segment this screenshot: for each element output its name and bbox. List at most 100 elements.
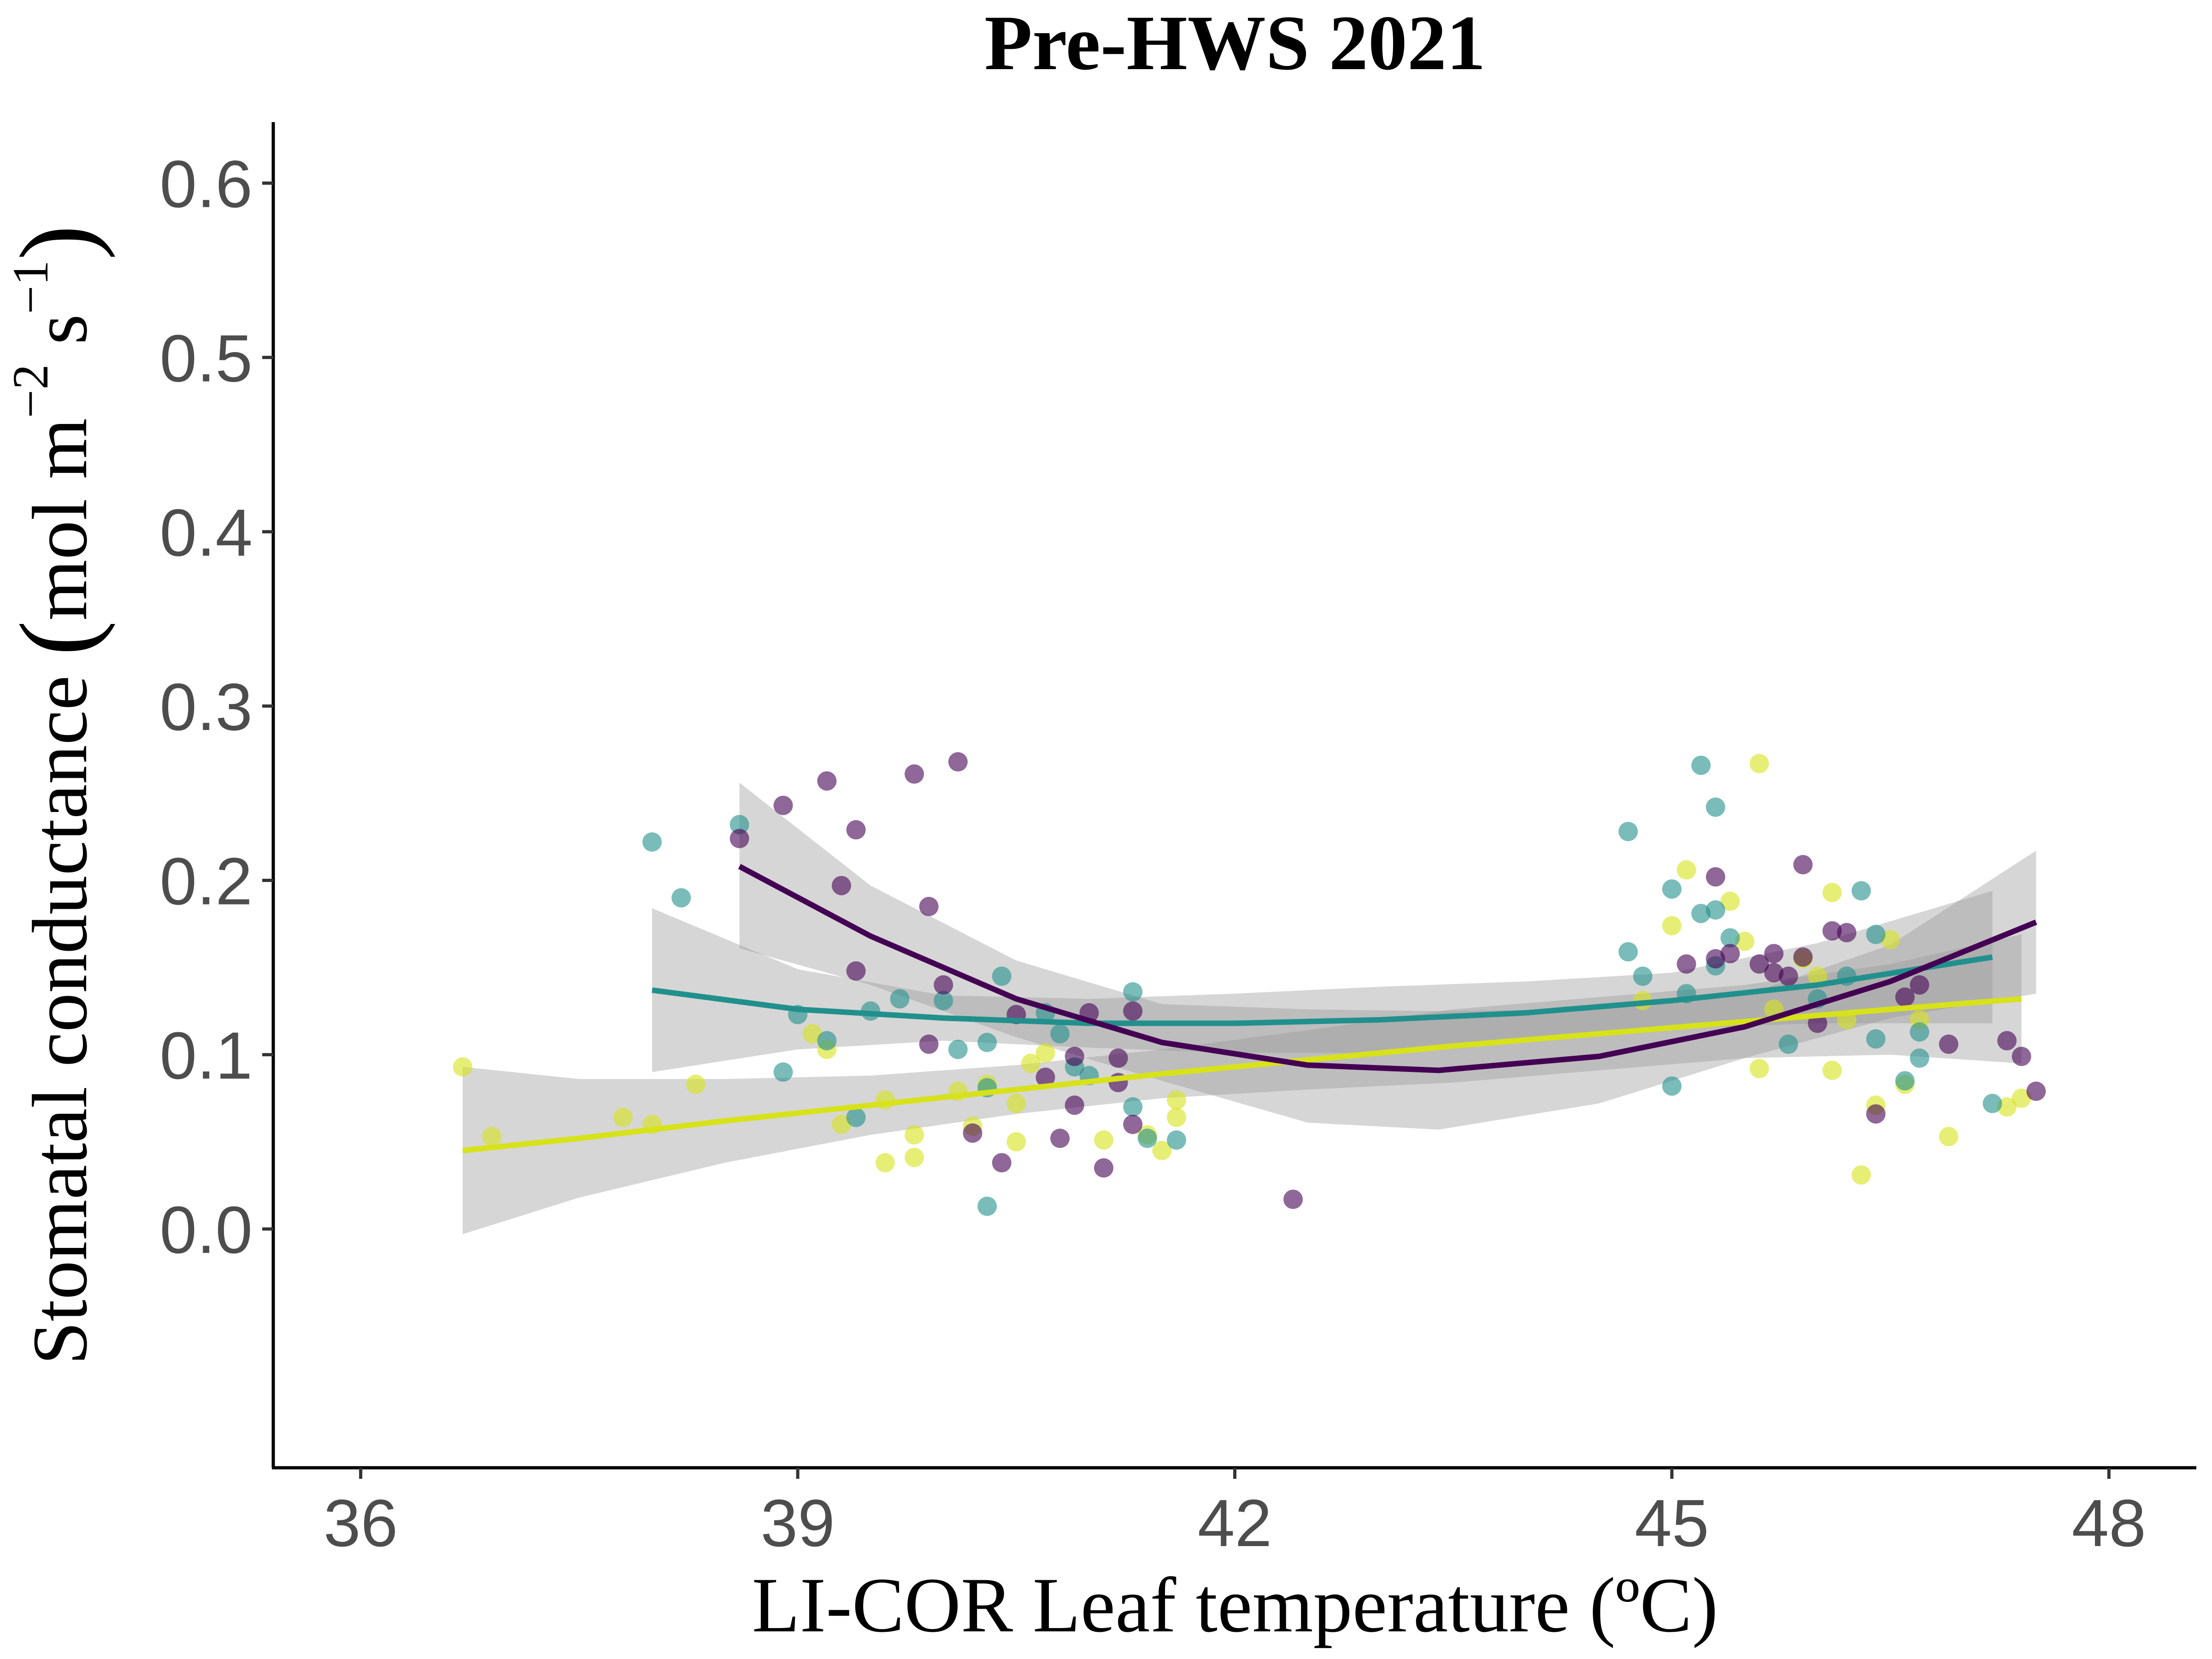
data-point-0-10 bbox=[905, 1125, 924, 1145]
data-point-0-34 bbox=[1822, 882, 1842, 902]
data-point-0-8 bbox=[875, 1153, 895, 1173]
data-point-2-10 bbox=[948, 752, 968, 772]
data-point-2-44 bbox=[2026, 1082, 2046, 1101]
data-point-0-23 bbox=[1167, 1090, 1186, 1110]
data-point-2-11 bbox=[963, 1123, 982, 1143]
data-point-1-26 bbox=[1662, 879, 1682, 899]
data-point-1-8 bbox=[890, 989, 910, 1009]
data-point-1-5 bbox=[817, 1031, 837, 1051]
x-tick-label-4: 48 bbox=[2072, 1486, 2146, 1560]
data-point-1-0 bbox=[642, 832, 662, 852]
data-point-2-4 bbox=[846, 820, 866, 840]
data-point-2-39 bbox=[1895, 987, 1915, 1007]
data-point-2-7 bbox=[919, 897, 939, 917]
data-point-0-7 bbox=[831, 1114, 851, 1134]
data-point-0-43 bbox=[1997, 1097, 2017, 1117]
data-point-0-42 bbox=[1939, 1127, 1959, 1147]
data-point-2-14 bbox=[1035, 1067, 1055, 1087]
data-point-0-44 bbox=[2012, 1088, 2031, 1108]
data-point-0-29 bbox=[1749, 1059, 1769, 1078]
data-point-2-36 bbox=[1822, 921, 1842, 941]
data-point-1-10 bbox=[948, 1040, 968, 1059]
data-point-2-23 bbox=[1123, 1114, 1143, 1134]
data-point-2-26 bbox=[1706, 867, 1725, 887]
data-point-0-16 bbox=[1006, 1132, 1026, 1152]
data-point-1-1 bbox=[671, 888, 691, 908]
data-point-0-26 bbox=[1677, 860, 1696, 880]
data-point-0-2 bbox=[613, 1107, 633, 1127]
data-point-2-29 bbox=[1749, 954, 1769, 974]
data-point-2-27 bbox=[1706, 949, 1725, 969]
data-point-2-28 bbox=[1720, 944, 1740, 964]
data-point-2-37 bbox=[1837, 923, 1857, 942]
data-point-2-17 bbox=[1065, 1095, 1084, 1115]
data-point-2-41 bbox=[1939, 1034, 1959, 1054]
data-point-1-6 bbox=[846, 1107, 866, 1127]
x-axis-ticks: 36 39 42 45 48 bbox=[324, 1468, 2146, 1560]
y-axis-ticks: 0.0 0.1 0.2 0.3 0.4 0.5 0.6 bbox=[159, 147, 273, 1267]
data-point-1-43 bbox=[1910, 1022, 1930, 1042]
data-point-0-19 bbox=[1094, 1130, 1113, 1150]
y-axis-label-main: Stomatal conductance bbox=[17, 656, 103, 1365]
data-point-2-32 bbox=[1778, 966, 1798, 986]
data-point-2-43 bbox=[2012, 1047, 2031, 1066]
data-point-2-22 bbox=[1123, 1001, 1143, 1021]
data-point-2-16 bbox=[1065, 1047, 1084, 1066]
data-point-0-15 bbox=[1006, 1094, 1026, 1113]
data-point-2-12 bbox=[992, 1153, 1012, 1173]
data-point-2-0 bbox=[729, 829, 749, 848]
data-point-1-35 bbox=[1778, 1034, 1798, 1054]
data-point-0-18 bbox=[1035, 1043, 1055, 1063]
y-tick-label-2: 0.2 bbox=[159, 844, 253, 918]
data-point-1-32 bbox=[1706, 900, 1725, 920]
y-axis-label-exp1: −2 bbox=[2, 364, 59, 418]
data-point-0-35 bbox=[1822, 1060, 1842, 1080]
data-point-1-41 bbox=[1895, 1071, 1915, 1091]
data-point-2-31 bbox=[1764, 944, 1784, 964]
confidence-band-0 bbox=[463, 934, 2022, 1235]
data-point-0-37 bbox=[1851, 1165, 1871, 1185]
y-tick-label-0: 0.0 bbox=[159, 1193, 253, 1267]
y-tick-label-4: 0.4 bbox=[159, 495, 253, 570]
data-point-0-33 bbox=[1808, 966, 1827, 986]
data-point-2-33 bbox=[1793, 855, 1813, 875]
data-point-2-2 bbox=[817, 771, 837, 791]
data-point-1-30 bbox=[1691, 755, 1711, 775]
data-point-2-42 bbox=[1997, 1031, 2017, 1051]
data-point-1-22 bbox=[1167, 1130, 1186, 1150]
data-point-0-30 bbox=[1749, 753, 1769, 773]
y-tick-label-3: 0.3 bbox=[159, 670, 253, 744]
data-point-1-38 bbox=[1851, 881, 1871, 900]
data-point-0-22 bbox=[1167, 1107, 1186, 1127]
data-point-1-29 bbox=[1691, 904, 1711, 924]
x-axis-label: LI-COR Leaf temperature (ºC) bbox=[752, 1562, 1718, 1648]
data-point-0-0 bbox=[453, 1057, 472, 1077]
y-tick-label-5: 0.5 bbox=[159, 321, 253, 396]
data-point-2-38 bbox=[1866, 1104, 1886, 1124]
data-point-2-9 bbox=[934, 975, 953, 995]
data-point-1-3 bbox=[773, 1062, 793, 1082]
data-point-1-33 bbox=[1706, 797, 1725, 817]
y-tick-label-1: 0.1 bbox=[159, 1018, 253, 1093]
chart-title: Pre-HWS 2021 bbox=[984, 0, 1486, 86]
svg-text:Stomatal conductance (mol m−2: Stomatal conductance (mol m−2 s−1) bbox=[0, 225, 116, 1365]
x-tick-label-2: 42 bbox=[1198, 1486, 1272, 1560]
fit-lines bbox=[462, 864, 2037, 1153]
data-point-2-1 bbox=[773, 795, 793, 815]
data-point-1-13 bbox=[992, 966, 1012, 986]
data-points bbox=[453, 752, 2046, 1216]
x-tick-label-3: 45 bbox=[1635, 1486, 1709, 1560]
data-point-2-40 bbox=[1910, 975, 1930, 995]
y-axis-label-unit: mol m bbox=[17, 418, 103, 620]
y-axis-label: Stomatal conductance (mol m−2 s−1) bbox=[0, 225, 116, 1365]
data-point-2-25 bbox=[1677, 954, 1696, 974]
data-point-1-20 bbox=[1123, 1097, 1143, 1117]
confidence-band-2 bbox=[739, 782, 2036, 1130]
data-point-1-19 bbox=[1123, 982, 1143, 1002]
data-point-2-30 bbox=[1764, 963, 1784, 982]
y-axis-label-mid: s bbox=[17, 314, 103, 365]
data-point-1-42 bbox=[1910, 1048, 1930, 1068]
x-tick-label-1: 39 bbox=[760, 1486, 835, 1560]
data-point-1-23 bbox=[1618, 942, 1638, 962]
